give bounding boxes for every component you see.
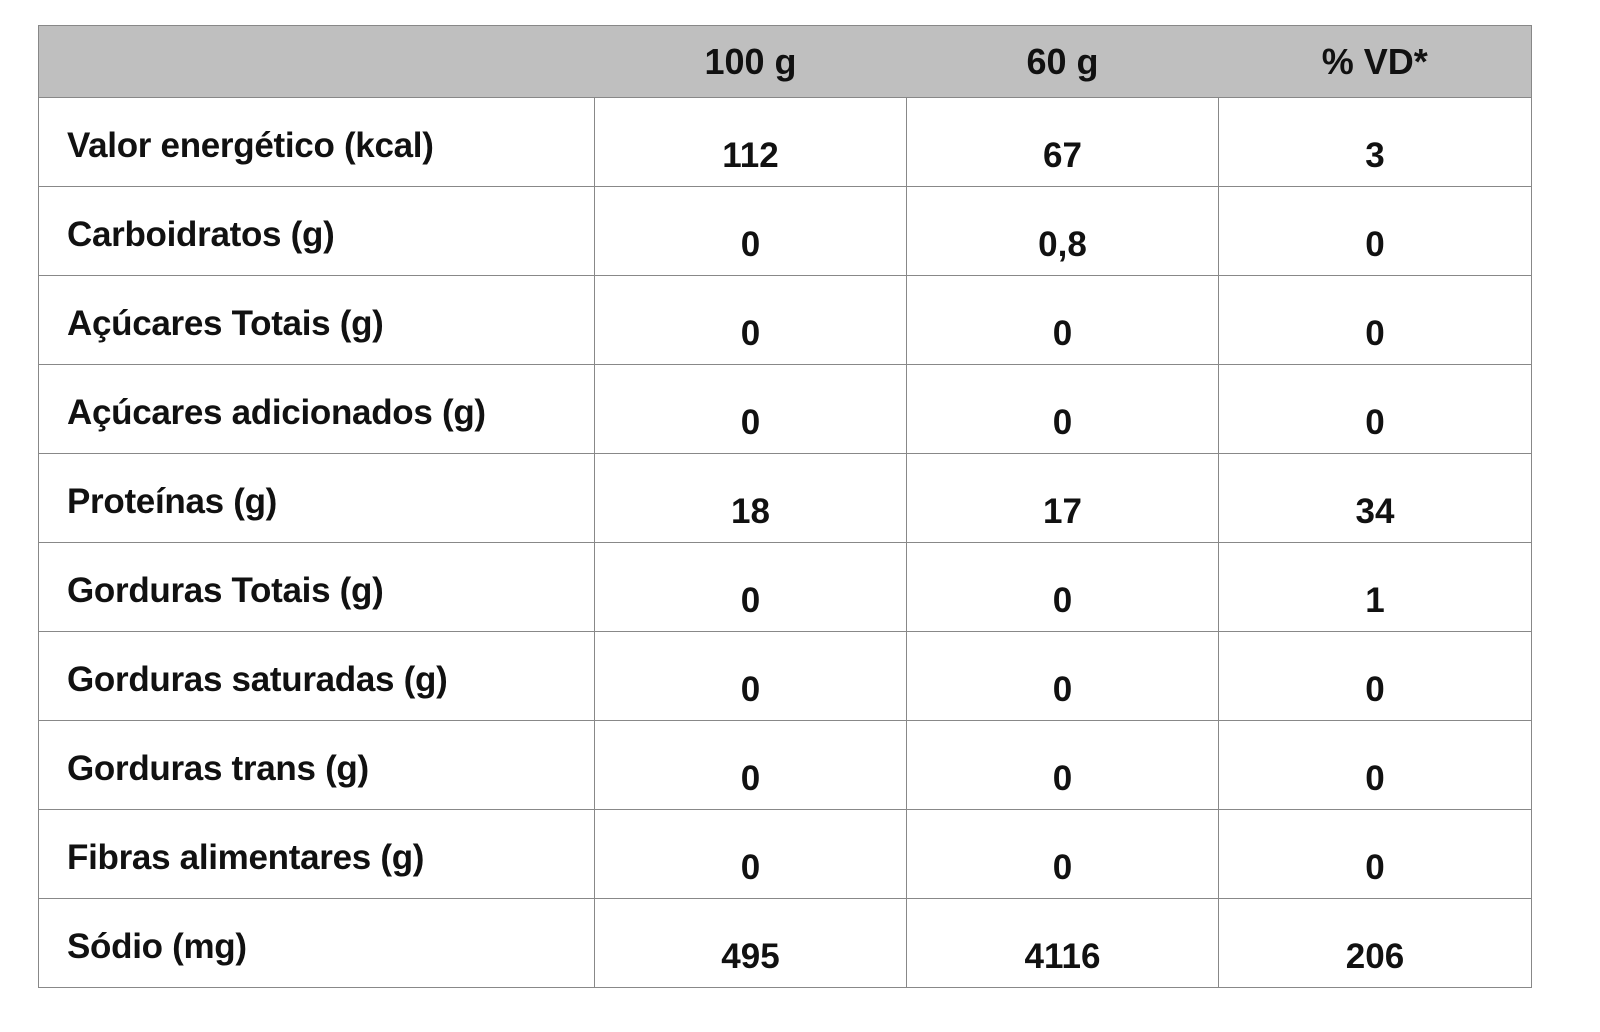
nutrient-value: 0: [906, 720, 1219, 810]
nutrient-value: 0: [1218, 631, 1532, 721]
nutrient-value: 0: [594, 720, 907, 810]
nutrient-value: 0: [594, 542, 907, 632]
column-header: 60 g: [906, 25, 1219, 98]
nutrient-value: 0: [594, 364, 907, 454]
nutrient-value: 0: [1218, 275, 1532, 365]
nutrient-label: Gorduras trans (g): [38, 720, 595, 810]
table-row: Proteínas (g) 18 17 34: [38, 453, 1532, 543]
table-row: Gorduras saturadas (g) 0 0 0: [38, 631, 1532, 721]
nutrient-value: 0: [594, 809, 907, 899]
table-row: Sódio (mg) 495 4116 206: [38, 898, 1532, 988]
column-header: 100 g: [594, 25, 907, 98]
nutrition-table: 100 g 60 g% VD* Valor energético (kcal) 11…: [38, 25, 1532, 988]
nutrient-label: Valor energético (kcal): [38, 97, 595, 187]
nutrient-label: Fibras alimentares (g): [38, 809, 595, 899]
nutrient-value: 67: [906, 97, 1219, 187]
nutrient-label: Gorduras Totais (g): [38, 542, 595, 632]
nutrient-label: Sódio (mg): [38, 898, 595, 988]
nutrient-label: Açúcares adicionados (g): [38, 364, 595, 454]
nutrient-value: 34: [1218, 453, 1532, 543]
nutrient-value: 3: [1218, 97, 1532, 187]
nutrient-value: 0,8: [906, 186, 1219, 276]
nutrient-value: 0: [1218, 720, 1532, 810]
column-header: % VD*: [1218, 25, 1532, 98]
nutrient-value: 0: [594, 631, 907, 721]
nutrient-value: 4116: [906, 898, 1219, 988]
header-row: 100 g 60 g% VD*: [38, 25, 1532, 98]
table-row: Gorduras trans (g) 0 0 0: [38, 720, 1532, 810]
nutrient-value: 0: [906, 631, 1219, 721]
nutrient-value: 1: [1218, 542, 1532, 632]
nutrient-label: Gorduras saturadas (g): [38, 631, 595, 721]
table-row: Valor energético (kcal) 112 67 3: [38, 97, 1532, 187]
table-row: Carboidratos (g) 0 0,8 0: [38, 186, 1532, 276]
nutrient-value: 0: [594, 275, 907, 365]
nutrient-value: 0: [906, 809, 1219, 899]
nutrient-value: 0: [1218, 809, 1532, 899]
nutrient-value: 0: [594, 186, 907, 276]
nutrient-value: 0: [906, 275, 1219, 365]
table-row: Açúcares Totais (g) 0 0 0: [38, 275, 1532, 365]
nutrient-value: 0: [906, 542, 1219, 632]
nutrient-value: 18: [594, 453, 907, 543]
nutrient-value: 0: [1218, 186, 1532, 276]
nutrient-label: Açúcares Totais (g): [38, 275, 595, 365]
nutrient-label: Proteínas (g): [38, 453, 595, 543]
nutrient-value: 17: [906, 453, 1219, 543]
nutrient-value: 495: [594, 898, 907, 988]
table-row: Açúcares adicionados (g) 0 0 0: [38, 364, 1532, 454]
nutrient-value: 0: [1218, 364, 1532, 454]
nutrient-value: 0: [906, 364, 1219, 454]
nutrient-value: 112: [594, 97, 907, 187]
table-row: Gorduras Totais (g) 0 0 1: [38, 542, 1532, 632]
column-header: [38, 25, 595, 98]
table-row: Fibras alimentares (g) 0 0 0: [38, 809, 1532, 899]
nutrient-label: Carboidratos (g): [38, 186, 595, 276]
nutrient-value: 206: [1218, 898, 1532, 988]
